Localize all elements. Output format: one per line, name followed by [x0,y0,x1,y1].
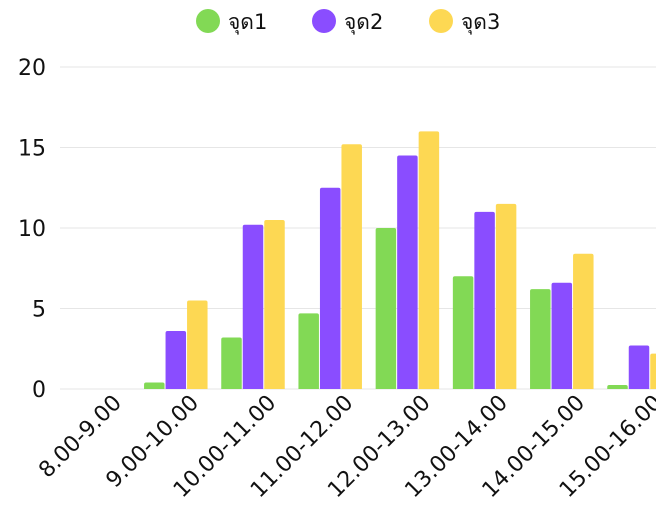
bar-series-1-14.00-15.00 [530,289,551,389]
bar-series-3-14.00-15.00 [573,253,594,389]
y-tick-label: 0 [32,378,46,403]
legend-label-1: จุด1 [228,10,267,35]
y-tick-label: 20 [18,56,46,81]
legend-marker-3 [429,9,453,33]
y-axis: 0 5 10 15 20 [18,56,46,403]
bar-series-2-11.00-12.00 [319,187,341,389]
bar-series-2-15.00-16.00 [628,345,650,389]
y-tick-label: 5 [32,298,46,323]
legend-label-2: จุด2 [344,10,383,35]
bar-series-1-15.00-16.00 [607,384,628,389]
chart-bars [144,131,656,389]
bar-series-1-12.00-13.00 [375,228,397,389]
bar-series-2-13.00-14.00 [474,211,495,389]
bar-series-3-12.00-13.00 [418,131,440,389]
bar-series-2-12.00-13.00 [397,155,418,389]
bar-series-2-10.00-11.00 [242,224,264,389]
x-axis: 8.00-9.009.00-10.0010.00-11.0011.00-12.0… [34,391,656,503]
legend-marker-1 [196,9,220,33]
legend-marker-2 [312,9,336,33]
legend-label-3: จุด3 [461,10,500,35]
bar-series-1-13.00-14.00 [452,276,474,389]
bar-series-3-9.00-10.00 [187,300,208,389]
bar-series-2-9.00-10.00 [165,331,187,389]
bar-series-3-10.00-11.00 [264,219,285,389]
y-tick-label: 15 [18,137,46,162]
bar-series-3-13.00-14.00 [495,203,517,389]
bar-series-3-15.00-16.00 [650,353,656,389]
bar-series-3-11.00-12.00 [341,144,362,389]
chart-legend: จุด1 จุด2 จุด3 [196,9,500,35]
y-tick-label: 10 [18,217,46,242]
bar-series-1-9.00-10.00 [144,382,165,389]
bar-series-2-14.00-15.00 [551,282,573,389]
bar-series-1-11.00-12.00 [298,313,319,389]
bar-series-1-10.00-11.00 [221,337,242,389]
